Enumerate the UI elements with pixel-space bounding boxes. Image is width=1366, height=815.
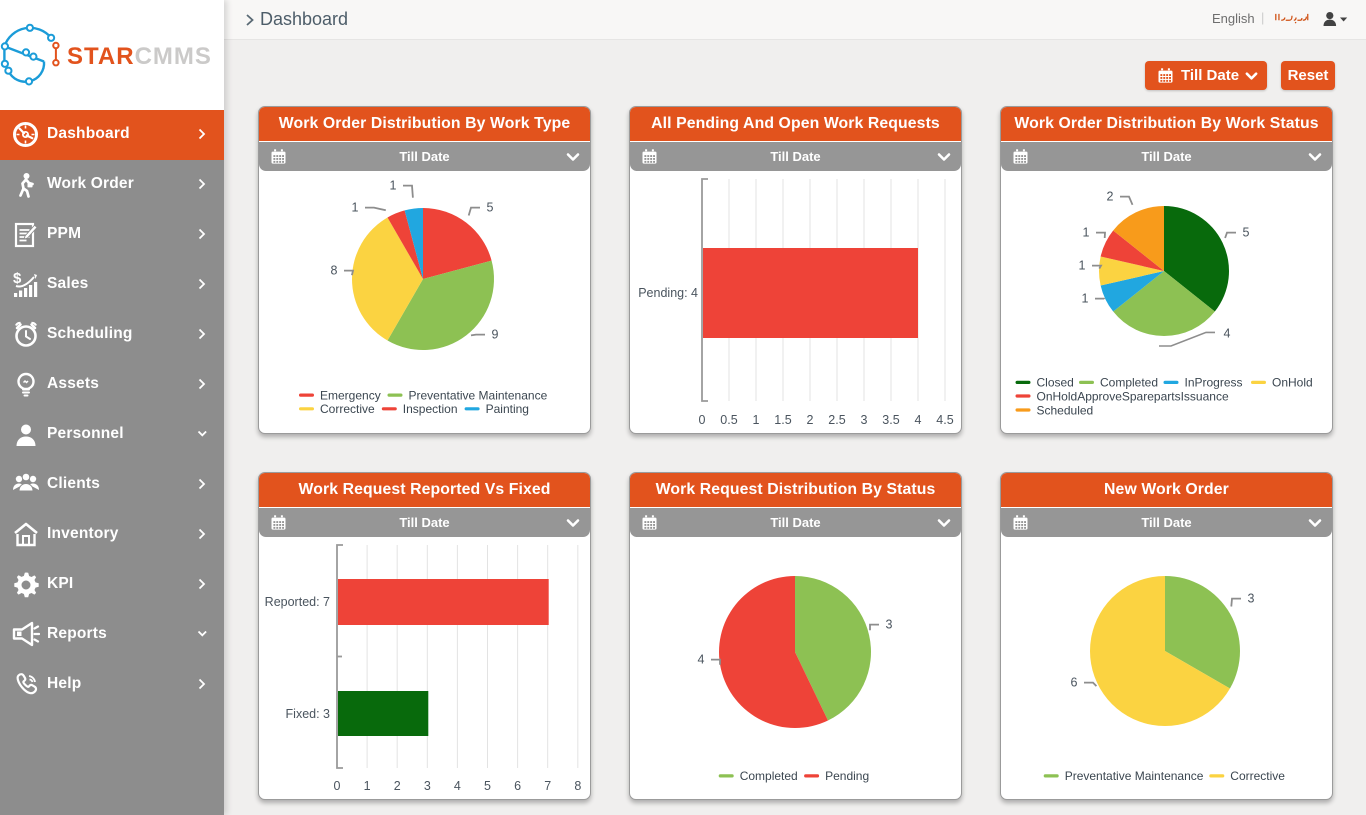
svg-text:8: 8 (331, 263, 338, 277)
svg-text:Scheduled: Scheduled (1037, 403, 1094, 417)
svg-text:1: 1 (753, 413, 760, 427)
svg-text:5: 5 (484, 779, 491, 793)
svg-text:2: 2 (807, 413, 814, 427)
svg-text:OnHold: OnHold (1272, 376, 1313, 390)
svg-text:5: 5 (1243, 225, 1250, 239)
svg-text:2: 2 (394, 779, 401, 793)
svg-text:4.5: 4.5 (936, 413, 953, 427)
svg-text:OnHoldApproveSparepartsIssuanc: OnHoldApproveSparepartsIssuance (1037, 389, 1229, 403)
svg-text:0: 0 (334, 779, 341, 793)
svg-text:6: 6 (514, 779, 521, 793)
svg-text:0.5: 0.5 (720, 413, 737, 427)
svg-text:0: 0 (699, 413, 706, 427)
svg-text:7: 7 (544, 779, 551, 793)
svg-text:1: 1 (1079, 258, 1086, 272)
svg-text:3: 3 (424, 779, 431, 793)
svg-text:1.5: 1.5 (774, 413, 791, 427)
svg-text:1: 1 (352, 200, 359, 214)
svg-text:1: 1 (364, 779, 371, 793)
svg-text:Corrective: Corrective (1230, 769, 1285, 783)
svg-text:9: 9 (492, 327, 499, 341)
svg-text:Fixed: 3: Fixed: 3 (286, 707, 331, 721)
svg-text:4: 4 (454, 779, 461, 793)
svg-text:2.5: 2.5 (828, 413, 845, 427)
svg-text:Painting: Painting (486, 402, 529, 416)
svg-text:Reported: 7: Reported: 7 (265, 595, 330, 609)
svg-text:Completed: Completed (1100, 376, 1158, 390)
svg-text:6: 6 (1071, 675, 1078, 689)
svg-text:8: 8 (574, 779, 581, 793)
svg-text:Corrective: Corrective (320, 402, 375, 416)
svg-text:1: 1 (1083, 225, 1090, 239)
svg-text:1: 1 (1082, 291, 1089, 305)
svg-text:Inspection: Inspection (403, 402, 458, 416)
svg-text:STARCMMS: STARCMMS (67, 43, 212, 70)
svg-text:Pending: 4: Pending: 4 (638, 286, 698, 300)
svg-text:Completed: Completed (740, 769, 798, 783)
svg-text:3: 3 (886, 617, 893, 631)
svg-text:5: 5 (487, 200, 494, 214)
svg-text:1: 1 (390, 178, 397, 192)
svg-text:4: 4 (1224, 326, 1231, 340)
svg-text:4: 4 (915, 413, 922, 427)
svg-text:Preventative Maintenance: Preventative Maintenance (1065, 769, 1204, 783)
svg-text:2: 2 (1107, 189, 1114, 203)
svg-text:Closed: Closed (1037, 376, 1074, 390)
svg-text:InProgress: InProgress (1185, 376, 1243, 390)
svg-text:4: 4 (698, 652, 705, 666)
svg-text:3.5: 3.5 (882, 413, 899, 427)
svg-text:Pending: Pending (825, 769, 869, 783)
svg-text:3: 3 (861, 413, 868, 427)
svg-text:3: 3 (1248, 591, 1255, 605)
svg-text:Emergency: Emergency (320, 388, 381, 402)
svg-text:Preventative Maintenance: Preventative Maintenance (409, 388, 548, 402)
svg-text:$: $ (13, 271, 22, 287)
